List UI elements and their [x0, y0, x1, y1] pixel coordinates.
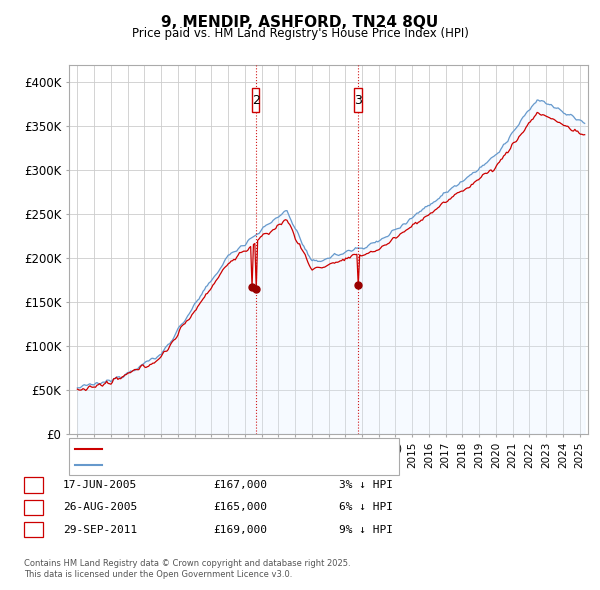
- Text: £165,000: £165,000: [213, 503, 267, 512]
- Text: 3% ↓ HPI: 3% ↓ HPI: [339, 480, 393, 490]
- Text: 6% ↓ HPI: 6% ↓ HPI: [339, 503, 393, 512]
- Text: 2: 2: [30, 503, 37, 512]
- Text: 26-AUG-2005: 26-AUG-2005: [63, 503, 137, 512]
- Text: 9% ↓ HPI: 9% ↓ HPI: [339, 525, 393, 535]
- Text: 9, MENDIP, ASHFORD, TN24 8QU (semi-detached house): 9, MENDIP, ASHFORD, TN24 8QU (semi-detac…: [108, 444, 402, 454]
- Text: 3: 3: [354, 94, 362, 107]
- FancyBboxPatch shape: [354, 88, 362, 112]
- Text: Price paid vs. HM Land Registry's House Price Index (HPI): Price paid vs. HM Land Registry's House …: [131, 27, 469, 40]
- FancyBboxPatch shape: [252, 88, 259, 112]
- Text: £167,000: £167,000: [213, 480, 267, 490]
- Text: 9, MENDIP, ASHFORD, TN24 8QU: 9, MENDIP, ASHFORD, TN24 8QU: [161, 15, 439, 30]
- Text: £169,000: £169,000: [213, 525, 267, 535]
- Text: 17-JUN-2005: 17-JUN-2005: [63, 480, 137, 490]
- Text: 3: 3: [30, 525, 37, 535]
- Text: 2: 2: [252, 94, 260, 107]
- Text: 29-SEP-2011: 29-SEP-2011: [63, 525, 137, 535]
- Text: 1: 1: [30, 480, 37, 490]
- Text: Contains HM Land Registry data © Crown copyright and database right 2025.
This d: Contains HM Land Registry data © Crown c…: [24, 559, 350, 579]
- Text: HPI: Average price, semi-detached house, Ashford: HPI: Average price, semi-detached house,…: [108, 460, 370, 470]
